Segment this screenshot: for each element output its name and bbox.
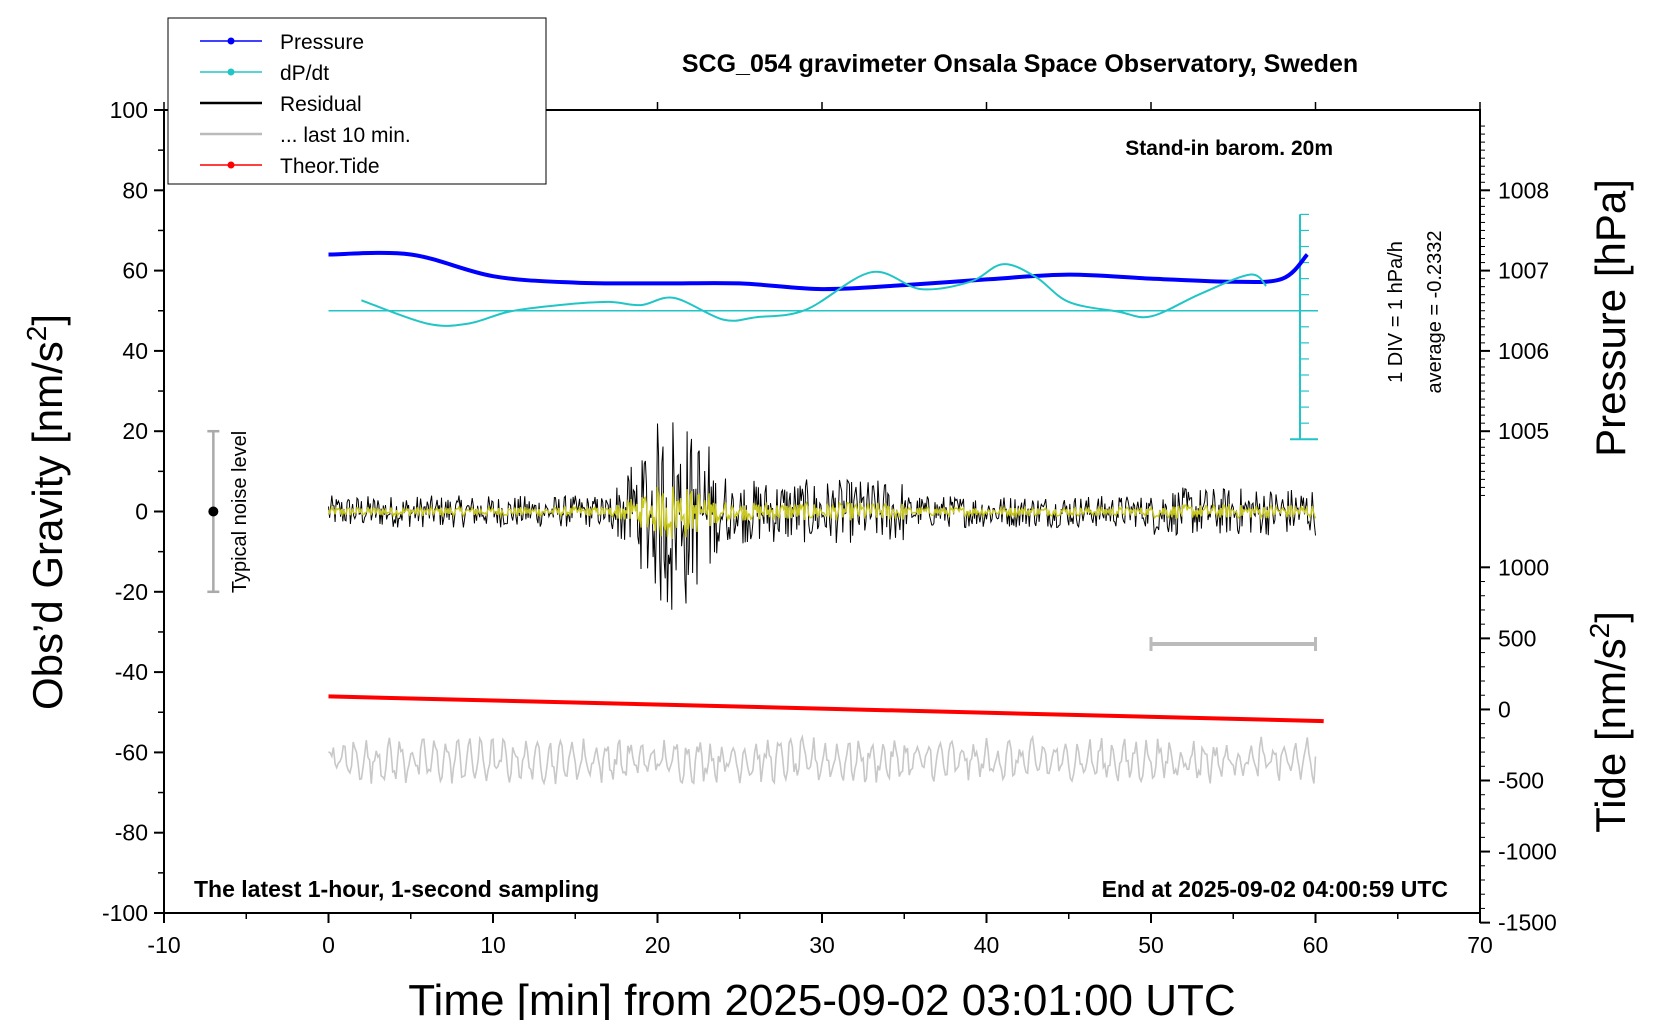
x-tick-label: 60 xyxy=(1303,932,1329,958)
average-note: average = -0.2332 xyxy=(1424,231,1446,394)
y-tick-label: -100 xyxy=(102,900,148,926)
tide-tick-label: -1500 xyxy=(1498,910,1557,936)
x-tick-label: 70 xyxy=(1467,932,1493,958)
legend-swatch-marker xyxy=(227,161,235,169)
y-tick-label: 20 xyxy=(122,418,148,444)
y-axis-label-left: Obs’d Gravity [nm/s2] xyxy=(21,314,71,710)
legend-label: ... last 10 min. xyxy=(280,124,411,147)
residual-line xyxy=(328,422,1316,610)
legend-label: Pressure xyxy=(280,31,364,54)
y-tick-label: -60 xyxy=(115,739,148,765)
x-tick-label: 0 xyxy=(322,932,335,958)
y-tick-label: 80 xyxy=(122,177,148,203)
noise-level-center-dot xyxy=(208,506,219,517)
noise-level-label: Typical noise level xyxy=(229,431,251,593)
tide-tick-label: 1000 xyxy=(1498,554,1549,580)
theoretical-tide-line xyxy=(328,694,1324,724)
x-tick-label: 30 xyxy=(809,932,835,958)
legend-box xyxy=(167,17,547,185)
y-tick-label: 0 xyxy=(135,499,148,525)
legend-label: Theor.Tide xyxy=(280,155,380,178)
y-tick-label: 60 xyxy=(122,258,148,284)
div-note: 1 DIV = 1 hPa/h xyxy=(1385,241,1407,383)
legend-swatch-marker xyxy=(227,37,235,45)
legend: Pressure dP/dt Residual ... last 10 min. The… xyxy=(167,17,547,185)
pressure-tick-label: 1008 xyxy=(1498,177,1549,203)
y-tick-label: -20 xyxy=(115,579,148,605)
latest-hour-note: The latest 1-hour, 1-second sampling xyxy=(194,876,599,902)
chart-title: SCG_054 gravimeter Onsala Space Observat… xyxy=(682,50,1358,78)
pressure-tick-label: 1005 xyxy=(1498,418,1549,444)
y-tick-label: 100 xyxy=(110,97,148,123)
pressure-line xyxy=(328,250,1309,292)
x-tick-label: -10 xyxy=(147,932,180,958)
x-tick-label: 50 xyxy=(1138,932,1164,958)
tide-tick-label: -1000 xyxy=(1498,839,1557,865)
x-tick-label: 40 xyxy=(974,932,1000,958)
legend-label: dP/dt xyxy=(280,62,329,85)
end-time-note: End at 2025-09-02 04:00:59 UTC xyxy=(1102,876,1448,902)
y-axis-label-pressure: Pressure [hPa] xyxy=(1587,179,1634,457)
y-tick-label: -80 xyxy=(115,820,148,846)
legend-label: Residual xyxy=(280,93,362,116)
pressure-tick-label: 1006 xyxy=(1498,338,1549,364)
legend-swatch-marker xyxy=(227,68,235,76)
x-tick-label: 20 xyxy=(645,932,671,958)
dpdt-line xyxy=(361,263,1267,327)
tide-tick-label: 0 xyxy=(1498,696,1511,722)
y-tick-label: 40 xyxy=(122,338,148,364)
pressure-tick-label: 1007 xyxy=(1498,258,1549,284)
tide-tick-label: 500 xyxy=(1498,625,1536,651)
y-axis-label-tide: Tide [nm/s2] xyxy=(1584,611,1634,833)
barometer-note: Stand-in barom. 20m xyxy=(1125,137,1333,160)
last-10-min-line xyxy=(328,733,1317,786)
tide-tick-label: -500 xyxy=(1498,768,1544,794)
x-axis-label: Time [min] from 2025-09-02 03:01:00 UTC xyxy=(408,976,1235,1020)
plot-frame xyxy=(163,109,1481,914)
residual-smoothed-line xyxy=(327,486,1317,540)
y-tick-label: -40 xyxy=(115,659,148,685)
x-tick-label: 10 xyxy=(480,932,506,958)
